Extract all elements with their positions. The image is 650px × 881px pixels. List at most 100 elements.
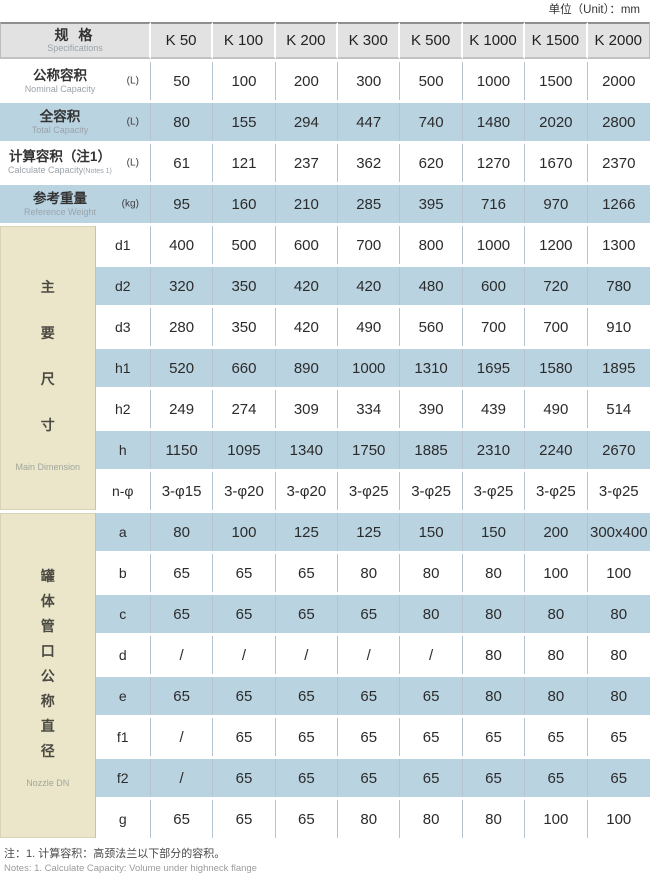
data-cell: 100 (213, 513, 276, 551)
row-label-cn: 参考重量 (32, 191, 87, 206)
table-row: 罐体管口公称直径 Nozzle DN a 80 100 125 125 150 150 200 30… (0, 513, 650, 838)
parameter-name-cell: d1 (95, 226, 151, 264)
row-label-cn: 公称容积 (32, 68, 87, 83)
row-label-cn: 全容积 (39, 109, 81, 124)
row-label-cell: 参考重量 Reference Weight (kg) (0, 185, 151, 223)
table-row: c 65 65 65 65 80 80 80 80 (0, 595, 650, 633)
data-cell: 740 (400, 103, 463, 141)
row-label-en: Reference Weight (0, 207, 120, 217)
data-cell: / (213, 636, 276, 674)
column-header-k200: K 200 (275, 22, 339, 59)
parameter-name-cell: d2 (95, 267, 151, 305)
data-cell: / (150, 718, 214, 756)
data-cell: 95 (150, 185, 214, 223)
data-cell: 1150 (150, 431, 214, 469)
column-header-k1500: K 1500 (525, 22, 588, 59)
unit-label: (L) (126, 116, 139, 128)
row-label-en-note: (Notes 1) (83, 168, 112, 175)
data-cell: 160 (213, 185, 276, 223)
data-cell: 65 (338, 595, 401, 633)
section-label-en: Nozzle DN (26, 777, 70, 788)
data-cell: 65 (275, 800, 339, 838)
data-cell: 210 (275, 185, 339, 223)
data-cell: 300x400 (587, 513, 650, 551)
data-cell: 65 (400, 759, 463, 797)
data-cell: 3-φ25 (587, 472, 650, 510)
data-cell: 65 (338, 759, 401, 797)
data-cell: 3-φ25 (525, 472, 588, 510)
unit-label: (L) (126, 157, 139, 169)
table-row: f1/65 65 65 65 65 65 65 (0, 718, 650, 756)
row-label-en: Calculate Capacity(Notes 1) (0, 165, 120, 177)
data-cell: 439 (462, 390, 526, 428)
row-label: 计算容积（注1） Calculate Capacity(Notes 1) (0, 149, 150, 177)
table-row: b 65 65 65 80 80 80 100 100 (0, 554, 650, 592)
data-cell: 80 (338, 554, 401, 592)
section-label-char: 尺 (40, 371, 55, 387)
data-cell: 61 (150, 144, 214, 182)
data-cell: 65 (213, 759, 276, 797)
parameter-name-cell: b (95, 554, 151, 592)
row-label-en: Nominal Capacity (0, 84, 120, 94)
data-cell: 700 (525, 308, 588, 346)
data-cell: 1000 (462, 62, 526, 100)
footnote-cn: 注：1. 计算容积：高颈法兰以下部分的容积。 (4, 848, 226, 860)
data-cell: / (150, 759, 214, 797)
data-cell: 80 (525, 677, 588, 715)
data-cell: 500 (213, 226, 276, 264)
section-label-en: Main Dimension (15, 462, 81, 472)
data-cell: / (275, 636, 339, 674)
data-cell: 620 (400, 144, 463, 182)
data-cell: 600 (462, 267, 526, 305)
data-cell: / (150, 636, 214, 674)
data-cell: 300 (338, 62, 401, 100)
parameter-name-cell: h1 (95, 349, 151, 387)
data-cell: 780 (587, 267, 650, 305)
data-cell: 420 (275, 308, 339, 346)
unit-note: 单位（Unit）：mm (548, 4, 640, 16)
data-cell: 100 (213, 62, 276, 100)
row-label-cell: 公称容积 Nominal Capacity (L) (0, 62, 151, 100)
data-cell: 65 (525, 718, 588, 756)
data-cell: 80 (525, 595, 588, 633)
data-cell: 65 (275, 718, 339, 756)
parameter-name-cell: d (95, 636, 151, 674)
table-row: f2/65 65 65 65 65 65 65 (0, 759, 650, 797)
column-header-k300: K 300 (338, 22, 401, 59)
data-cell: 65 (275, 595, 339, 633)
data-cell: 65 (587, 759, 650, 797)
data-cell: 500 (400, 62, 463, 100)
data-cell: 320 (150, 267, 214, 305)
data-cell: 294 (275, 103, 339, 141)
section-label-char: 体 (40, 593, 55, 609)
data-cell: 65 (213, 595, 276, 633)
footnote-en: Notes: 1. Calculate Capacity: Volume und… (4, 863, 257, 874)
data-cell: 80 (400, 595, 463, 633)
data-cell: 65 (275, 554, 339, 592)
data-cell: 274 (213, 390, 276, 428)
data-cell: 249 (150, 390, 214, 428)
data-cell: 100 (525, 800, 588, 838)
data-cell: 280 (150, 308, 214, 346)
data-cell: 334 (338, 390, 401, 428)
section-label: 主要尺寸 Main Dimension (1, 264, 95, 472)
data-cell: 700 (462, 308, 526, 346)
column-header-k1000: K 1000 (462, 22, 526, 59)
data-cell: 125 (275, 513, 339, 551)
parameter-name-cell: f2 (95, 759, 151, 797)
unit-label: (L) (126, 75, 139, 87)
section-label-char: 寸 (40, 417, 55, 433)
data-cell: 800 (400, 226, 463, 264)
table-row: h1 520 660 890 1000 1310 1695 1580 1895 (0, 349, 650, 387)
data-cell: 1750 (338, 431, 401, 469)
data-cell: 2020 (525, 103, 588, 141)
data-cell: 350 (213, 267, 276, 305)
data-cell: 716 (462, 185, 526, 223)
data-cell: 1500 (525, 62, 588, 100)
data-cell: 395 (400, 185, 463, 223)
spec-header-cell: 规 格 Specifications (0, 22, 151, 59)
row-label-en-text: Total Capacity (31, 125, 89, 135)
row-label-en-text: Reference Weight (24, 207, 96, 217)
data-cell: 155 (213, 103, 276, 141)
data-cell: 65 (587, 718, 650, 756)
